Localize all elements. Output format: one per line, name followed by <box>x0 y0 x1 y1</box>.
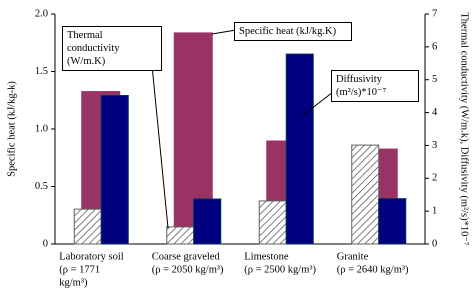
x-tick-label: Limestone <box>244 251 289 262</box>
y2-tick-label: 3 <box>432 140 437 151</box>
x-tick-note: (ρ = 2640 kg/m³) <box>337 264 409 275</box>
legend-entry: Diffusivity (m²/s)*10⁻⁷ <box>331 70 419 102</box>
x-tick-label: Laboratory soil <box>59 251 124 262</box>
y2-tick-label: 6 <box>432 41 437 52</box>
bar <box>351 144 380 245</box>
bar <box>258 200 287 245</box>
y-tick-label: 2.0 <box>35 8 48 19</box>
x-tick-note: (ρ = 2500 kg/m³) <box>244 264 316 275</box>
y2-tick-label: 1 <box>432 206 437 217</box>
y-axis-label: Specific heat (kJ/kg-k) <box>6 81 17 177</box>
y2-tick-label: 2 <box>432 173 437 184</box>
legend-leader <box>211 29 237 35</box>
x-tick-note: kg/m³) <box>59 277 88 288</box>
y2-tick-label: 0 <box>432 238 437 249</box>
legend-leader <box>301 91 334 117</box>
x-tick-note: (ρ = 1771 <box>59 264 100 275</box>
y2-axis-label: Thermal conductivity (W/m.k), Diffusivit… <box>459 12 470 246</box>
bar <box>100 94 129 245</box>
legend-entry: Specific heat (kJ/kg.K) <box>234 22 352 41</box>
y2-tick-label: 4 <box>432 107 438 118</box>
bar <box>193 198 222 245</box>
y-tick-label: 1.5 <box>35 66 48 77</box>
legend-entry: Thermal conductivity (W/m.K) <box>62 26 162 71</box>
y-tick-label: 0 <box>43 238 48 249</box>
y2-tick-label: 5 <box>432 74 437 85</box>
bar <box>166 226 195 245</box>
bar <box>378 198 407 245</box>
y-tick-label: 1.0 <box>35 123 48 134</box>
y2-tick-label: 7 <box>432 8 437 19</box>
x-tick-label: Granite <box>337 251 369 262</box>
x-tick-note: (ρ = 2050 kg/m³) <box>152 264 224 275</box>
x-tick-label: Coarse graveled <box>152 251 221 262</box>
bar <box>285 53 314 245</box>
y-tick-label: 0.5 <box>35 181 48 192</box>
bar <box>73 208 102 245</box>
legend-leader <box>149 44 169 229</box>
